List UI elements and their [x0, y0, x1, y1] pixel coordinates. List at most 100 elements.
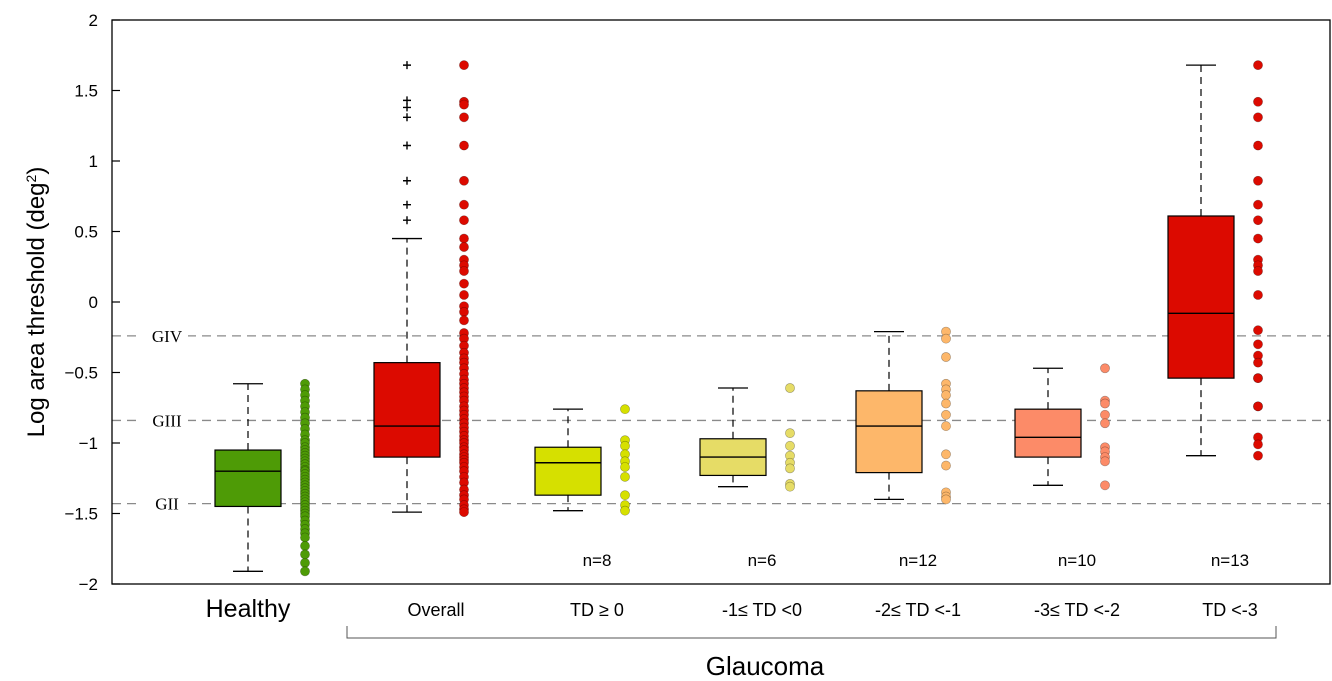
data-point	[459, 140, 469, 151]
n-label: n=13	[1211, 551, 1249, 570]
box-group	[534, 404, 630, 516]
category-label: -3≤ TD <-2	[1034, 600, 1120, 620]
y-tick-label: 1	[89, 152, 98, 171]
n-label: n=8	[583, 551, 612, 570]
data-point	[459, 278, 469, 289]
data-point	[941, 460, 951, 471]
data-point	[620, 471, 630, 482]
box	[534, 446, 602, 496]
data-point	[459, 175, 469, 186]
data-point	[1100, 363, 1110, 374]
data-point	[459, 60, 469, 71]
y-axis: −2 −1.5 −1 −0.5 0 0.5 1 1.5 2	[64, 11, 120, 594]
box-group	[699, 383, 795, 492]
data-point	[1253, 96, 1263, 107]
y-tick-label: −1.5	[64, 505, 98, 524]
data-point	[1253, 439, 1263, 450]
outlier-marker	[403, 176, 411, 185]
outlier-marker	[403, 141, 411, 150]
data-point	[459, 315, 469, 326]
data-point	[459, 266, 469, 276]
data-point	[1253, 357, 1263, 368]
data-point	[1253, 290, 1263, 300]
data-point	[941, 409, 951, 420]
box-group	[855, 326, 951, 505]
data-point	[300, 549, 310, 560]
data-point	[459, 199, 469, 210]
data-point	[1253, 112, 1263, 123]
data-point	[620, 462, 630, 472]
data-point	[941, 333, 951, 344]
reference-label-background	[142, 324, 188, 347]
data-point	[941, 390, 951, 400]
data-point	[1253, 373, 1263, 384]
data-point	[459, 306, 469, 317]
y-tick-label: 0.5	[74, 223, 98, 242]
y-tick-label: −0.5	[64, 364, 98, 383]
data-point	[1100, 480, 1110, 491]
data-point	[620, 404, 630, 415]
category-label: Healthy	[206, 595, 291, 623]
data-point	[941, 421, 951, 431]
outlier-marker	[403, 113, 411, 122]
category-label: -1≤ TD <0	[722, 600, 802, 620]
data-point	[459, 99, 469, 110]
outlier-marker	[403, 96, 411, 105]
labels: Healthy Overall n=8 TD ≥ 0 n=6 -1≤ TD <0 n=12 -…	[206, 551, 1258, 623]
box	[373, 362, 441, 458]
glaucoma-group-label: Glaucoma	[706, 651, 825, 681]
data-point	[1253, 325, 1263, 336]
y-tick-label: −1	[79, 434, 98, 453]
y-tick-label: −2	[79, 575, 98, 594]
box	[214, 449, 282, 508]
data-point	[620, 505, 630, 516]
data-point	[941, 449, 951, 460]
reference-label-background	[142, 492, 188, 515]
data-point	[941, 352, 951, 362]
reference-line-label: GII	[155, 495, 179, 514]
glaucoma-bracket	[346, 626, 1277, 639]
category-label: Overall	[407, 600, 464, 620]
reference-label-background	[142, 409, 188, 432]
data-point	[1100, 418, 1110, 429]
data-point	[459, 215, 469, 226]
outlier-marker	[403, 103, 411, 112]
data-point	[785, 440, 795, 451]
n-label: n=12	[899, 551, 937, 570]
outlier-marker	[403, 216, 411, 225]
data-point	[300, 557, 310, 568]
data-point	[620, 490, 630, 501]
data-point	[941, 398, 951, 409]
outlier-marker	[403, 61, 411, 70]
data-point	[1100, 398, 1110, 409]
box	[1167, 215, 1235, 379]
data-point	[941, 494, 951, 505]
data-point	[459, 507, 469, 517]
data-point	[1253, 233, 1263, 244]
data-point	[459, 290, 469, 300]
data-point	[785, 428, 795, 439]
y-tick-label: 2	[89, 11, 98, 30]
data-point	[1100, 456, 1110, 467]
data-point	[459, 242, 469, 252]
y-axis-title: Log area threshold (deg2)	[23, 167, 50, 438]
reference-line-label: GIII	[152, 411, 182, 430]
y-tick-label: 1.5	[74, 82, 98, 101]
box-group	[214, 378, 310, 577]
data-point	[1253, 140, 1263, 151]
data-point	[459, 233, 469, 244]
data-point	[1253, 60, 1263, 71]
data-point	[620, 440, 630, 451]
reference-lines: GIV GIII GII	[112, 324, 1330, 515]
data-point	[300, 532, 310, 543]
n-label: n=6	[748, 551, 777, 570]
n-label: n=10	[1058, 551, 1096, 570]
data-point	[785, 463, 795, 474]
data-point	[1253, 175, 1263, 186]
data-point	[1253, 266, 1263, 276]
data-point	[300, 541, 310, 551]
data-point	[1253, 450, 1263, 461]
data-point	[1253, 401, 1263, 412]
box	[855, 390, 923, 474]
